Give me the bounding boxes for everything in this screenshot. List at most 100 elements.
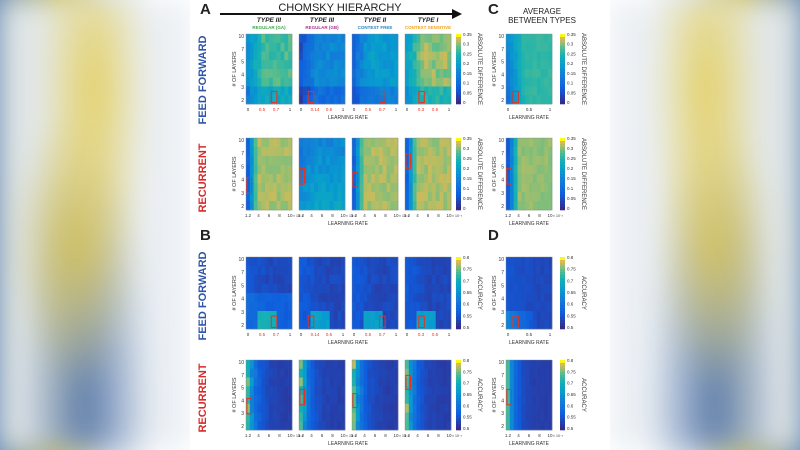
heatmap-cell xyxy=(371,192,376,202)
heatmap-cell xyxy=(299,174,304,184)
heatmap-cell xyxy=(337,403,342,413)
heatmap-cell xyxy=(435,77,440,87)
x-tick-label: 0.3 xyxy=(418,332,425,337)
heatmap-cell xyxy=(544,69,549,79)
heatmap-cell xyxy=(532,34,537,44)
heatmap-cell xyxy=(405,69,410,79)
heatmap-cell xyxy=(375,60,380,70)
heatmap-cell xyxy=(375,395,380,405)
heatmap-cell xyxy=(386,147,391,157)
heatmap-cell xyxy=(408,60,413,70)
heatmap-cell xyxy=(325,138,330,148)
heatmap-cell xyxy=(253,138,258,148)
heatmap-cell xyxy=(521,360,526,370)
colorbar-tick-label: 0.55 xyxy=(463,415,472,420)
heatmap-cell xyxy=(322,412,327,422)
heatmap-cell xyxy=(314,95,319,105)
heatmap-cell xyxy=(378,320,383,330)
heatmap-cell xyxy=(517,284,522,294)
heatmap-cell xyxy=(310,183,315,193)
colorbar-segment xyxy=(560,296,565,300)
heatmap-cell xyxy=(276,34,281,44)
heatmap-cell xyxy=(408,311,413,321)
heatmap-cell xyxy=(435,275,440,285)
heatmap-cell xyxy=(443,293,448,303)
heatmap-cell xyxy=(424,275,429,285)
heatmap-cell xyxy=(540,360,545,370)
heatmap-cell xyxy=(536,403,541,413)
heatmap-cell xyxy=(386,284,391,294)
heatmap-cell xyxy=(272,320,277,330)
heatmap-cell xyxy=(416,293,421,303)
heatmap-cell xyxy=(367,86,372,96)
heatmap-cell xyxy=(341,311,346,321)
heatmap-cell xyxy=(529,412,534,422)
colorbar-segment xyxy=(456,186,461,190)
heatmap-cell xyxy=(265,95,270,105)
heatmap-cell xyxy=(521,147,526,157)
heatmap-cell xyxy=(314,147,319,157)
heatmap-cell xyxy=(329,69,334,79)
heatmap-cell xyxy=(341,293,346,303)
heatmap-cell xyxy=(513,69,518,79)
heatmap-cell xyxy=(306,192,311,202)
heatmap-cell xyxy=(435,42,440,52)
colorbar-segment xyxy=(456,162,461,166)
heatmap-cell xyxy=(375,201,380,211)
heatmap-cell xyxy=(325,412,330,422)
heatmap-cell xyxy=(325,95,330,105)
heatmap-cell xyxy=(443,386,448,396)
heatmap-cell xyxy=(405,266,410,276)
heatmap-cell xyxy=(548,275,553,285)
heatmap-cell xyxy=(371,368,376,378)
heatmap-cell xyxy=(382,386,387,396)
colorbar-segment xyxy=(560,299,565,303)
heatmap-cell xyxy=(302,192,307,202)
heatmap-cell xyxy=(439,302,444,312)
heatmap-cell xyxy=(337,386,342,396)
heatmap-cell xyxy=(341,95,346,105)
heatmap-cell xyxy=(299,395,304,405)
colorbar-tick-label: 0.1 xyxy=(463,186,470,191)
heatmap-cell xyxy=(517,192,522,202)
colorbar-tick-label: 0.1 xyxy=(567,81,574,86)
heatmap-cell xyxy=(325,377,330,387)
heatmap-cell xyxy=(532,320,537,330)
heatmap-cell xyxy=(529,311,534,321)
heatmap-cell xyxy=(371,403,376,413)
heatmap-cell xyxy=(314,266,319,276)
heatmap-cell xyxy=(333,86,338,96)
heatmap-cell xyxy=(363,284,368,294)
heatmap-cell xyxy=(428,377,433,387)
heatmap-cell xyxy=(509,34,514,44)
colorbar-tick-label: 0.1 xyxy=(567,186,574,191)
colorbar-segment xyxy=(456,317,461,321)
heatmap-cell xyxy=(329,403,334,413)
colorbar-segment xyxy=(560,34,565,38)
colorbar-tick-label: 0.75 xyxy=(463,369,472,374)
heatmap-cell xyxy=(352,201,357,211)
x-exponent-label: × 10⁻³ xyxy=(346,434,357,438)
heatmap-cell xyxy=(506,86,511,96)
colorbar-segment xyxy=(560,51,565,55)
heatmap-cell xyxy=(314,368,319,378)
heatmap-cell xyxy=(544,395,549,405)
colorbar-segment xyxy=(560,207,565,211)
colorbar-label: ACCURACY xyxy=(476,276,482,310)
heatmap-cell xyxy=(352,293,357,303)
heatmap-cell xyxy=(306,257,311,267)
panel-letter-a: A xyxy=(200,1,211,18)
x-tick-label: 6 xyxy=(374,433,377,438)
colorbar-segment xyxy=(560,287,565,291)
heatmap-cell xyxy=(443,403,448,413)
heatmap-cell xyxy=(249,42,254,52)
heatmap-cell xyxy=(363,266,368,276)
colorbar-segment xyxy=(560,195,565,199)
colorbar-segment xyxy=(560,308,565,312)
heatmap-cell xyxy=(253,257,258,267)
best-config-highlight xyxy=(506,388,513,406)
heatmap-frame xyxy=(351,256,399,330)
heatmap-cell xyxy=(443,360,448,370)
heatmap-cell xyxy=(288,257,293,267)
heatmap-cell xyxy=(375,77,380,87)
